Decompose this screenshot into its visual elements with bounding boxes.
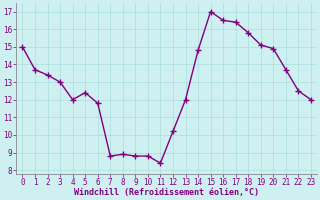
X-axis label: Windchill (Refroidissement éolien,°C): Windchill (Refroidissement éolien,°C)	[74, 188, 259, 197]
